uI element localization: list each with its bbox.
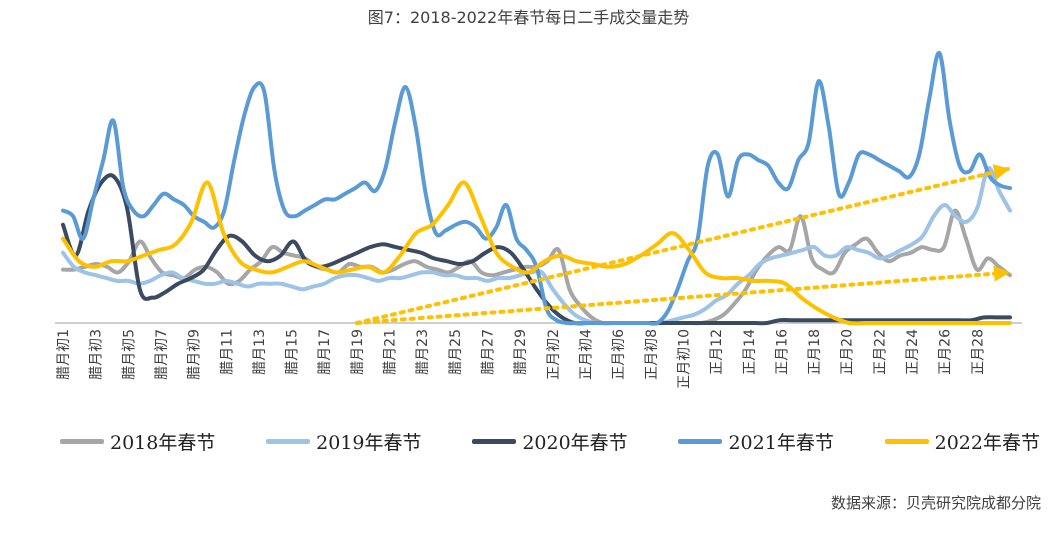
x-tick-label: 正月初6 bbox=[610, 329, 627, 380]
series-line-2022年春节 bbox=[61, 180, 1012, 326]
x-tick-label: 正月20 bbox=[840, 329, 856, 375]
legend-item: 2021年春节 bbox=[678, 428, 834, 455]
upper-trend-arrow-head bbox=[992, 164, 1010, 180]
source-note: 数据来源：贝壳研究院成都分院 bbox=[830, 494, 1041, 512]
x-tick-labels: 腊月初1 腊月初3 腊月初5 腊月初7 腊月初9 腊月11 腊月13 腊月15 腊月17 腊月19… bbox=[55, 329, 986, 389]
legend-swatch bbox=[266, 439, 311, 444]
legend: 2018年春节 2019年春节 2020年春节 2021年春节 2022年春节 bbox=[60, 428, 1040, 455]
legend-swatch bbox=[884, 439, 929, 444]
arrow-layer bbox=[354, 164, 1012, 325]
x-tick-label: 腊月初5 bbox=[120, 329, 137, 380]
x-tick-label: 腊月25 bbox=[448, 329, 464, 375]
x-tick-label: 腊月初1 bbox=[55, 329, 72, 380]
x-tick-label: 腊月27 bbox=[481, 329, 497, 375]
legend-item: 2020年春节 bbox=[472, 428, 628, 455]
x-tick-label: 正月初8 bbox=[643, 329, 660, 380]
x-tick-label: 腊月29 bbox=[513, 329, 529, 375]
legend-label: 2021年春节 bbox=[728, 432, 834, 454]
x-tick-label: 正月22 bbox=[872, 329, 888, 375]
legend-swatch bbox=[472, 439, 517, 444]
x-tick-label: 腊月初7 bbox=[153, 329, 170, 380]
series-line-2020年春节 bbox=[61, 173, 1012, 326]
x-tick-label: 腊月13 bbox=[252, 329, 268, 375]
x-tick-label: 腊月初9 bbox=[186, 329, 203, 380]
x-tick-label: 腊月23 bbox=[415, 329, 431, 375]
x-tick-label: 腊月19 bbox=[350, 329, 366, 375]
x-tick-label: 正月28 bbox=[970, 329, 986, 375]
x-tick-label: 正月26 bbox=[938, 329, 954, 375]
x-tick-label: 腊月初3 bbox=[88, 329, 105, 380]
legend-label: 2022年春节 bbox=[934, 432, 1040, 454]
x-tick-label: 腊月21 bbox=[383, 329, 399, 375]
x-tick-label: 正月18 bbox=[807, 329, 823, 375]
series-line-2019年春节 bbox=[61, 166, 1012, 326]
series-layer bbox=[61, 51, 1012, 326]
legend-swatch bbox=[60, 439, 104, 444]
x-tick-label: 正月24 bbox=[905, 329, 921, 375]
chart-title: 图7：2018-2022年春节每日二手成交量走势 bbox=[367, 8, 690, 27]
legend-label: 2020年春节 bbox=[522, 432, 628, 454]
x-tick-label: 正月16 bbox=[774, 329, 790, 375]
legend-label: 2018年春节 bbox=[110, 432, 216, 454]
legend-swatch bbox=[678, 439, 723, 444]
x-tick-label: 腊月15 bbox=[285, 329, 301, 375]
legend-item: 2019年春节 bbox=[266, 428, 422, 455]
x-tick-label: 正月12 bbox=[709, 329, 725, 375]
lower-trend-arrow-head bbox=[993, 265, 1010, 282]
legend-item: 2018年春节 bbox=[60, 428, 215, 455]
x-tick-label: 正月初2 bbox=[545, 329, 562, 380]
legend-label: 2019年春节 bbox=[316, 432, 422, 454]
upper-trend-arrow bbox=[354, 166, 1012, 325]
x-tick-label: 正月初4 bbox=[578, 329, 595, 380]
x-tick-label: 正月14 bbox=[742, 329, 758, 375]
legend-item: 2022年春节 bbox=[884, 428, 1040, 455]
lower-trend-arrow bbox=[354, 270, 1012, 325]
x-tick-label: 腊月11 bbox=[219, 329, 235, 375]
x-tick-label: 腊月17 bbox=[317, 329, 333, 375]
x-tick-label: 正月初10 bbox=[675, 329, 692, 389]
